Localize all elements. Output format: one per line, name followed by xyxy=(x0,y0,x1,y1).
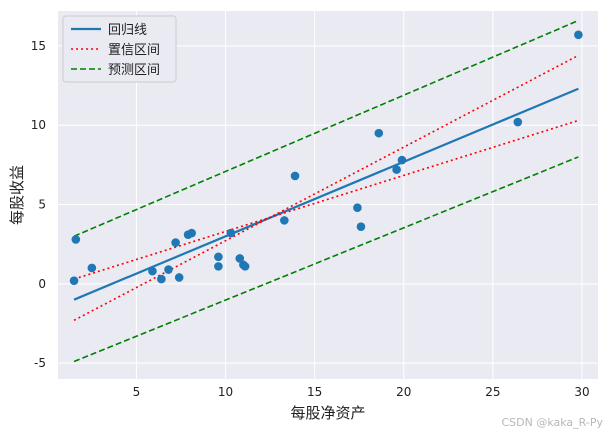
series-lines xyxy=(73,19,579,363)
legend-label: 置信区间 xyxy=(108,43,160,58)
x-axis-label: 每股净资产 xyxy=(290,404,365,422)
y-tick-label: 10 xyxy=(31,118,46,132)
x-tick-labels: 5 10 15 20 25 30 xyxy=(133,385,590,399)
data-point xyxy=(280,216,289,225)
data-point xyxy=(374,128,384,138)
series-line xyxy=(73,19,579,237)
y-tick-label: 5 xyxy=(38,198,46,212)
data-point xyxy=(148,266,157,276)
data-point xyxy=(174,273,184,282)
series-line xyxy=(73,119,579,280)
data-point xyxy=(69,276,79,285)
legend-label: 预测区间 xyxy=(108,63,160,78)
x-tick-label: 30 xyxy=(574,385,589,399)
data-point xyxy=(226,228,236,238)
data-point xyxy=(214,252,223,262)
data-point xyxy=(157,274,166,284)
data-point xyxy=(240,262,250,271)
x-tick-label: 25 xyxy=(485,385,500,399)
data-point xyxy=(574,30,583,40)
data-point xyxy=(87,263,97,273)
series-line xyxy=(73,87,579,301)
data-point xyxy=(214,262,223,271)
data-point xyxy=(235,254,245,263)
data-point xyxy=(513,117,523,127)
grid-lines xyxy=(58,11,598,379)
y-tick-label: 0 xyxy=(38,277,46,291)
data-point xyxy=(353,203,362,212)
data-point xyxy=(392,165,401,174)
x-tick-label: 20 xyxy=(396,385,411,399)
x-tick-label: 10 xyxy=(218,385,233,399)
y-tick-label: -5 xyxy=(34,356,46,370)
data-point xyxy=(171,238,180,247)
y-axis-label: 每股收益 xyxy=(8,165,26,225)
data-point xyxy=(356,222,366,232)
x-tick-label: 5 xyxy=(133,385,141,399)
series-line xyxy=(73,156,579,363)
data-point xyxy=(71,235,81,244)
scatter-points xyxy=(69,30,583,285)
data-point xyxy=(187,228,196,238)
watermark-text: CSDN @kaka_R-Py xyxy=(501,416,603,429)
legend-label: 回归线 xyxy=(108,23,147,38)
y-tick-label: 15 xyxy=(31,39,46,53)
data-point xyxy=(397,155,407,165)
data-point xyxy=(290,171,300,181)
legend-box xyxy=(62,15,177,83)
y-tick-labels: -5 0 5 10 15 xyxy=(31,39,46,370)
x-tick-label: 15 xyxy=(307,385,322,399)
data-point xyxy=(164,265,173,274)
